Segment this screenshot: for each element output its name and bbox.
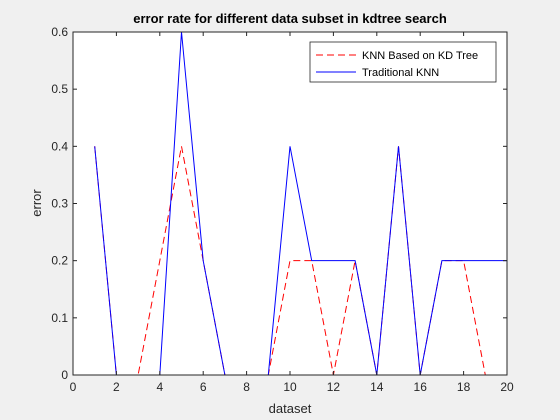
- legend: KNN Based on KD Tree Traditional KNN: [309, 41, 497, 83]
- y-axis-label: error: [29, 189, 44, 217]
- x-tick-label: 2: [113, 380, 120, 394]
- x-tick-label: 8: [243, 380, 250, 394]
- chart-title: error rate for different data subset in …: [133, 11, 447, 26]
- x-tick-label: 16: [414, 380, 428, 394]
- series-layer: [94, 31, 507, 376]
- y-tick-label: 0.4: [51, 139, 68, 153]
- y-tick-label: 0.2: [51, 254, 68, 268]
- x-axis-label: dataset: [269, 401, 312, 416]
- x-tick-label: 18: [457, 380, 471, 394]
- y-tick-label: 0.1: [51, 311, 68, 325]
- x-tick-label: 4: [156, 380, 163, 394]
- legend-box: [309, 41, 497, 83]
- legend-label-kdtree: KNN Based on KD Tree: [362, 50, 478, 62]
- x-tick-label: 6: [200, 380, 207, 394]
- legend-label-traditional: Traditional KNN: [362, 67, 439, 79]
- series-line-1: [94, 31, 507, 376]
- x-tick-label: 0: [70, 380, 77, 394]
- x-tick-label: 14: [370, 380, 384, 394]
- series-line-0: [94, 146, 507, 376]
- tick-layer: 0 2 4 6 8 10 12 14 16 18 20 0 0.1 0.2 0.3 0.4 0.5 0.6: [51, 25, 514, 394]
- y-tick-label: 0: [61, 368, 68, 382]
- x-tick-label: 10: [283, 380, 297, 394]
- y-tick-label: 0.6: [51, 25, 68, 39]
- y-tick-label: 0.5: [51, 82, 68, 96]
- plot-area: [73, 32, 507, 375]
- y-tick-label: 0.3: [51, 197, 68, 211]
- x-tick-label: 12: [327, 380, 341, 394]
- x-tick-label: 20: [500, 380, 514, 394]
